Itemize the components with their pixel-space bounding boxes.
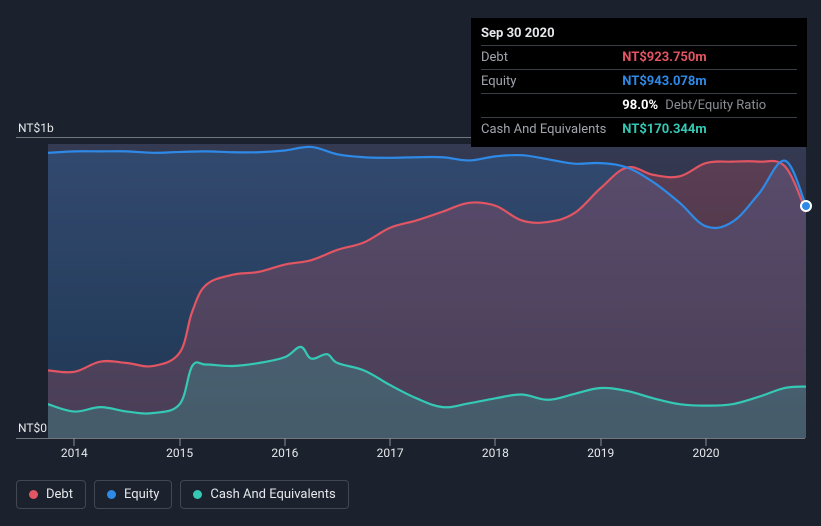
tooltip-row: Cash And EquivalentsNT$170.344m [481, 118, 797, 142]
legend-item-cash[interactable]: Cash And Equivalents [180, 480, 348, 509]
legend-label: Cash And Equivalents [210, 487, 335, 502]
tooltip-row: DebtNT$923.750m [481, 46, 797, 70]
x-tick-label: 2020 [692, 446, 719, 460]
x-tick-mark [600, 438, 601, 446]
tooltip-row: EquityNT$943.078m [481, 70, 797, 94]
tooltip-row-value: NT$170.344m [622, 118, 797, 142]
x-tick-label: 2019 [587, 446, 614, 460]
tooltip-row-value: 98.0% Debt/Equity Ratio [622, 94, 797, 118]
cash-color-icon [193, 490, 202, 499]
x-tick-mark [495, 438, 496, 446]
y-tick-label: NT$1b [18, 121, 54, 135]
x-tick-label: 2016 [271, 446, 298, 460]
x-tick-mark [284, 438, 285, 446]
tooltip-row-label: Equity [481, 70, 622, 94]
x-tick-label: 2018 [482, 446, 509, 460]
plot-area[interactable] [48, 144, 806, 438]
x-tick-label: 2014 [61, 446, 88, 460]
tooltip-row-label: Cash And Equivalents [481, 118, 622, 142]
tooltip-row-label [481, 94, 622, 118]
legend-label: Debt [46, 487, 73, 502]
y-gridline-zero [16, 438, 805, 439]
debt-color-icon [29, 490, 38, 499]
equity-marker[interactable] [800, 200, 812, 212]
x-tick-mark [74, 438, 75, 446]
legend-item-debt[interactable]: Debt [16, 480, 86, 509]
chart-tooltip: Sep 30 2020 DebtNT$923.750mEquityNT$943.… [471, 18, 807, 147]
legend-item-equity[interactable]: Equity [94, 480, 172, 509]
tooltip-date: Sep 30 2020 [481, 26, 797, 41]
x-tick-mark [390, 438, 391, 446]
x-tick-mark [179, 438, 180, 446]
tooltip-row-label: Debt [481, 46, 622, 70]
y-tick-label: NT$0 [18, 421, 47, 435]
tooltip-row-value: NT$923.750m [622, 46, 797, 70]
chart-legend: Debt Equity Cash And Equivalents [16, 480, 349, 509]
tooltip-row-extra: Debt/Equity Ratio [662, 98, 766, 113]
equity-color-icon [107, 490, 116, 499]
legend-label: Equity [124, 487, 159, 502]
tooltip-table: DebtNT$923.750mEquityNT$943.078m98.0% De… [481, 45, 797, 141]
x-tick-mark [705, 438, 706, 446]
x-tick-label: 2015 [166, 446, 193, 460]
tooltip-row-value: NT$943.078m [622, 70, 797, 94]
tooltip-row: 98.0% Debt/Equity Ratio [481, 94, 797, 118]
x-tick-label: 2017 [377, 446, 404, 460]
chart-container: NT$1b NT$0 2014201520162017201820192020 … [0, 0, 821, 526]
